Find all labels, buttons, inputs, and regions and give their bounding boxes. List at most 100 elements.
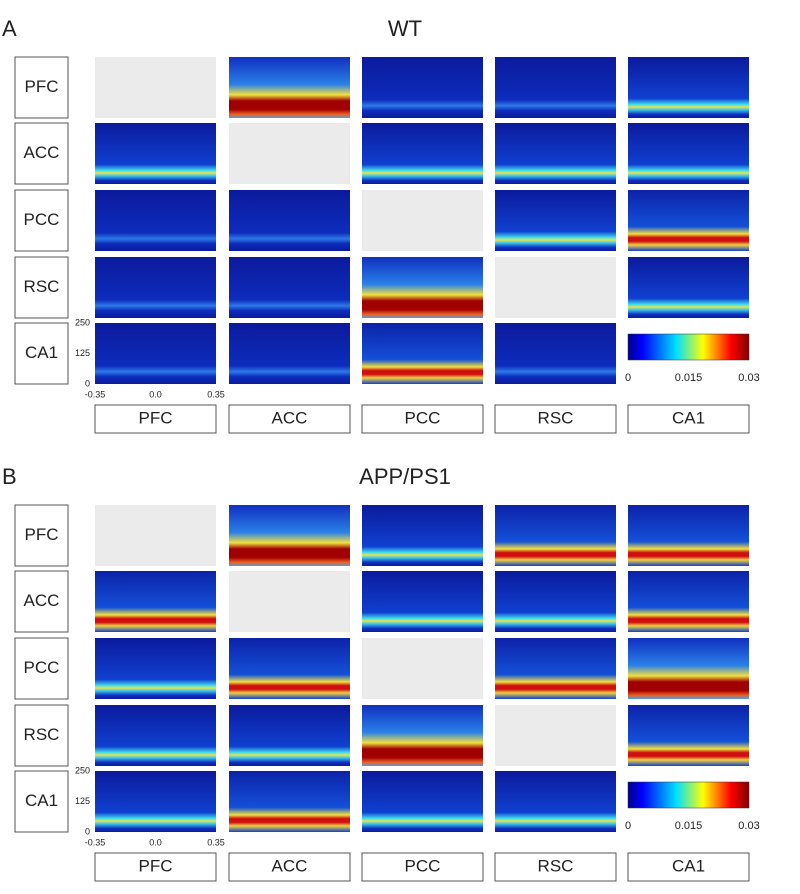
row-label: RSC [24,277,60,296]
heatmap [495,323,616,384]
column-label-box [494,404,617,434]
heatmap [495,123,616,184]
heatmap [495,638,616,699]
row-label-box [14,256,69,319]
row-label: CA1 [25,343,58,362]
empty-cell [495,257,616,318]
colorbar-tick-label: 0.03 [738,820,759,832]
column-label: CA1 [672,408,705,427]
colorbar-tick-label: 0 [625,372,631,384]
x-tick-label: 0.35 [207,837,225,847]
column-label: PCC [405,408,441,427]
heatmap [229,771,350,832]
heatmap [362,771,483,832]
empty-cell [95,505,216,566]
heatmap [628,57,749,118]
heatmap [495,571,616,632]
row-label: ACC [24,143,60,162]
empty-cell [229,571,350,632]
heatmap [362,505,483,566]
heatmap [95,705,216,766]
y-tick-label: 125 [75,348,90,358]
heatmap [628,257,749,318]
row-label: PCC [24,210,60,229]
empty-cell [362,190,483,251]
column-label: ACC [272,856,308,875]
column-label: RSC [538,856,574,875]
heatmap [495,771,616,832]
colorbar [627,333,750,361]
row-label: PCC [24,658,60,677]
heatmap [628,705,749,766]
empty-cell [362,638,483,699]
heatmap [95,323,216,384]
heatmap [495,57,616,118]
heatmap [362,57,483,118]
heatmap [95,123,216,184]
colorbar-tick-label: 0.015 [675,820,703,832]
column-label-box [627,852,750,882]
row-label: PFC [25,525,59,544]
heatmap [229,57,350,118]
heatmap [362,323,483,384]
y-tick-label: 0 [85,826,90,836]
row-label-box [14,570,69,633]
row-label-box [14,322,69,385]
heatmap [229,705,350,766]
column-label: PCC [405,856,441,875]
column-label: RSC [538,408,574,427]
x-tick-label: 0.35 [207,389,225,399]
x-tick-label: -0.35 [85,389,106,399]
row-label: CA1 [25,791,58,810]
heatmap [495,190,616,251]
heatmap [229,257,350,318]
row-label: ACC [24,591,60,610]
y-tick-label: 125 [75,796,90,806]
heatmap [95,571,216,632]
row-label-box [14,56,69,119]
heatmap [362,705,483,766]
column-label-box [361,852,484,882]
row-label-box [14,189,69,252]
column-label-box [94,852,217,882]
row-label-box [14,504,69,567]
heatmap [95,638,216,699]
row-label: RSC [24,725,60,744]
empty-cell [229,123,350,184]
x-tick-label: 0.0 [149,389,162,399]
row-label-box [14,704,69,767]
heatmap [229,505,350,566]
column-label-box [94,404,217,434]
column-label-box [228,404,351,434]
colorbar [627,781,750,809]
column-label: PFC [139,408,173,427]
column-label-box [627,404,750,434]
heatmap [495,505,616,566]
y-tick-label: 0 [85,378,90,388]
x-tick-label: 0.0 [149,837,162,847]
heatmap [628,638,749,699]
heatmap [628,571,749,632]
row-label-box [14,637,69,700]
colorbar-tick-label: 0.015 [675,372,703,384]
row-label-box [14,122,69,185]
heatmap [628,123,749,184]
panel-label: A [2,16,17,41]
heatmap [362,257,483,318]
column-label: CA1 [672,856,705,875]
empty-cell [495,705,616,766]
panel-label: B [2,464,17,489]
heatmap [628,190,749,251]
column-label: ACC [272,408,308,427]
column-label-box [228,852,351,882]
panel-title: APP/PS1 [359,464,451,489]
heatmap [362,571,483,632]
heatmap [229,323,350,384]
colorbar-tick-label: 0.03 [738,372,759,384]
colorbar-tick-label: 0 [625,820,631,832]
heatmap [362,123,483,184]
row-label-box [14,770,69,833]
panel-title: WT [388,16,422,41]
column-label: PFC [139,856,173,875]
